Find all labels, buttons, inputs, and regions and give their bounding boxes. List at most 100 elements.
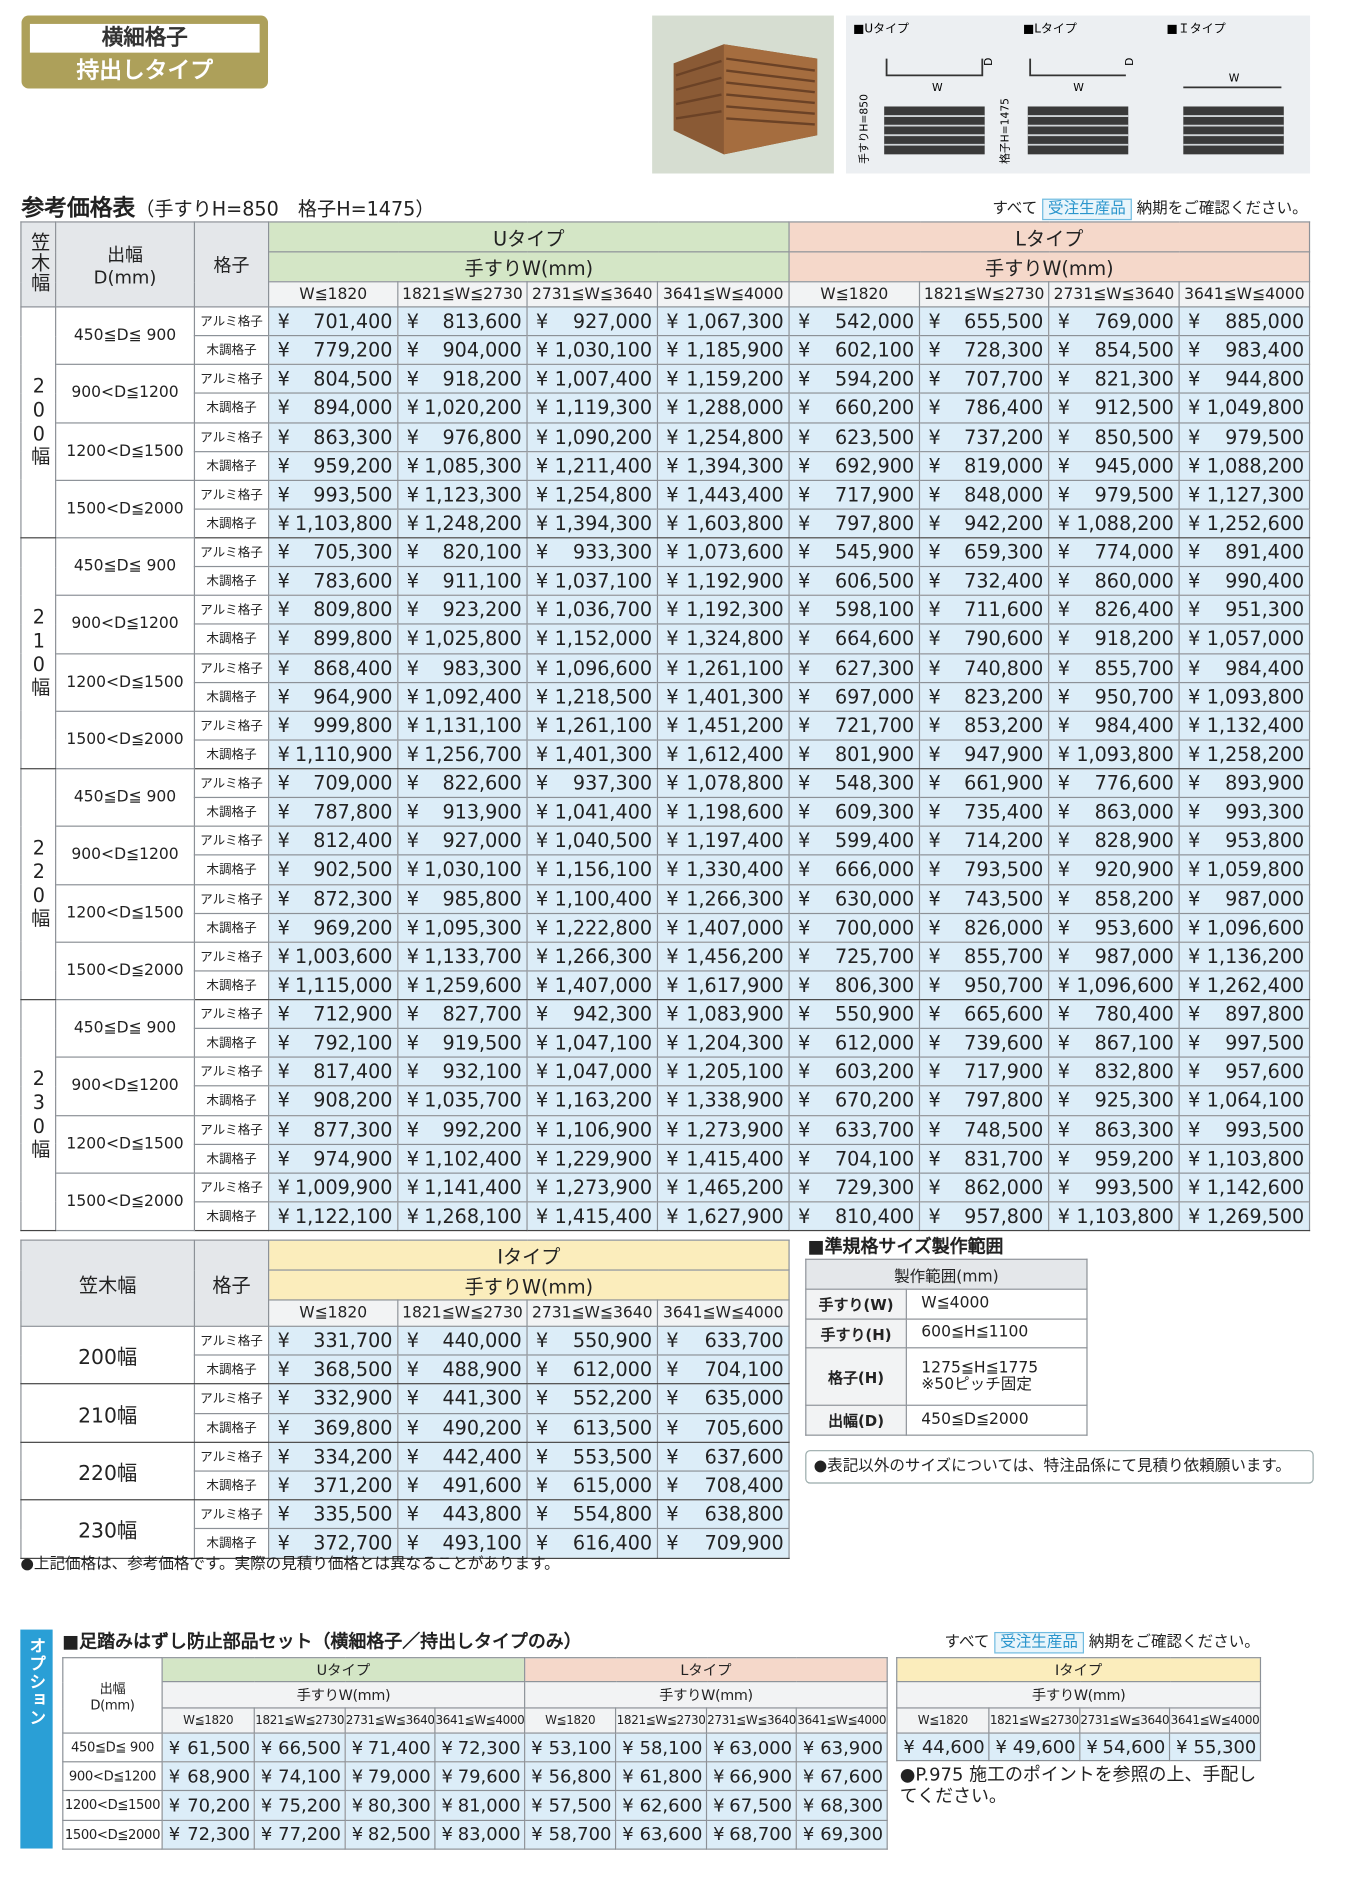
currency: ¥ [277,1387,290,1410]
price-cell: ¥911,100 [397,566,528,597]
price-cell: ¥1,136,200 [1178,941,1311,972]
product-photo [652,15,834,174]
price: 942,200 [964,512,1044,535]
currency: ¥ [277,1147,290,1170]
price: 613,500 [572,1416,653,1439]
price: 1,009,900 [295,1175,393,1199]
price-cell: ¥908,200 [268,1085,399,1116]
lattice-label-text: 木調格子 [206,805,257,820]
price: 959,200 [313,454,393,478]
currency: ¥ [406,887,419,910]
currency: ¥ [928,367,941,391]
currency: ¥ [277,829,290,853]
currency: ¥ [1188,1031,1201,1055]
price: 1,132,400 [1206,714,1305,737]
price: 371,200 [313,1474,393,1497]
price-cell: ¥810,400 [788,1201,921,1232]
price: 68,900 [187,1765,251,1788]
price: 1,078,800 [686,771,784,795]
width-range-text: 3641≦W≦4000 [1170,1713,1260,1728]
price-cell: ¥1,036,700 [526,594,659,626]
lattice-label: アルミ格子 [193,537,270,568]
price: 950,700 [1094,685,1174,708]
price-cell: ¥335,500 [268,1499,399,1530]
price-cell: ¥490,200 [397,1412,528,1443]
currency: ¥ [406,916,419,939]
width-range-text: W≦1820 [917,1713,969,1728]
kasagi-label: 210幅 [20,537,57,770]
price-cell: ¥1,078,800 [656,768,790,799]
currency: ¥ [928,800,941,824]
width-range-text: 1821≦W≦2730 [255,1713,345,1728]
lattice-label: 木調格子 [193,796,270,828]
price-cell: ¥832,800 [1048,1056,1180,1087]
currency: ¥ [666,512,679,535]
price: 1,085,300 [424,454,522,478]
price: 891,400 [1225,540,1305,564]
price: 787,800 [313,800,393,824]
price-cell: ¥542,000 [788,306,921,337]
price: 1,119,300 [554,396,653,420]
lattice-label: 木調格子 [193,739,270,770]
price: 1,103,800 [295,512,393,535]
currency: ¥ [1057,396,1070,420]
price-cell: ¥371,200 [268,1470,399,1501]
price-cell: ¥1,090,200 [526,421,659,452]
price: 1,025,800 [424,627,522,651]
price: 63,600 [639,1823,703,1846]
price-cell: ¥704,100 [656,1354,790,1385]
currency: ¥ [536,742,549,766]
currency: ¥ [406,598,419,622]
width-range: 1821≦W≦2730 [397,281,528,308]
price: 704,100 [834,1147,915,1170]
lattice-label: アルミ格子 [193,941,270,972]
price-cell: ¥826,400 [1048,594,1180,626]
width-range: 3641≦W≦4000 [656,1299,790,1327]
width-range-text: 3641≦W≦4000 [435,1713,525,1728]
price-cell: ¥1,007,400 [526,364,659,395]
currency: ¥ [995,1736,1007,1758]
currency: ¥ [406,800,419,824]
price-cell: ¥1,115,000 [268,970,399,1001]
currency: ¥ [928,887,941,910]
width-label: 手すりW(mm) [268,1269,790,1301]
currency: ¥ [536,1416,549,1439]
price-cell: ¥550,900 [788,999,921,1030]
lattice-label-text: 木調格子 [206,1151,257,1167]
width-range-text: 3641≦W≦4000 [662,285,784,304]
price: 1,451,200 [686,714,784,737]
price: 332,900 [313,1387,393,1410]
price-cell: ¥599,400 [788,825,921,856]
currency: ¥ [536,714,549,737]
price-cell: ¥993,300 [1178,796,1311,828]
currency: ¥ [666,1175,679,1199]
currency: ¥ [1176,1736,1188,1758]
price: 1,163,200 [554,1089,653,1113]
currency: ¥ [277,1358,290,1382]
price: 1,266,300 [686,887,784,910]
kasagi-label: 210幅 [20,1383,196,1443]
width-range-text: 3641≦W≦4000 [662,1304,784,1323]
price: 633,700 [834,1118,915,1141]
price: 1,007,400 [554,367,653,391]
lattice-label-text: アルミ格子 [200,949,263,965]
currency: ¥ [1057,714,1070,737]
price: 855,700 [964,944,1044,968]
price: 984,400 [1094,714,1174,737]
price-cell: ¥1,261,100 [526,710,659,741]
price: 550,900 [572,1329,653,1353]
depth-label: 450≦D≦ 900 [55,537,196,597]
price-row: 1500<D≦2000 ¥72,300 ¥77,200 ¥82,500 ¥83,000 ¥… [62,1819,888,1850]
depth-label: 450≦D≦ 900 [62,1732,163,1763]
price: 1,192,900 [686,569,784,593]
price: 1,059,800 [1206,858,1305,882]
price-cell: ¥77,200 [253,1819,346,1850]
price: 1,261,100 [686,656,784,680]
currency: ¥ [277,1416,290,1439]
price-cell: ¥1,159,200 [656,364,790,395]
price: 1,136,200 [1206,944,1305,968]
price-cell: ¥1,204,300 [656,1027,790,1058]
diagram-w: W [1229,71,1240,84]
width-label-text: 手すりW(mm) [464,1275,594,1299]
price-cell: ¥665,600 [918,999,1050,1030]
